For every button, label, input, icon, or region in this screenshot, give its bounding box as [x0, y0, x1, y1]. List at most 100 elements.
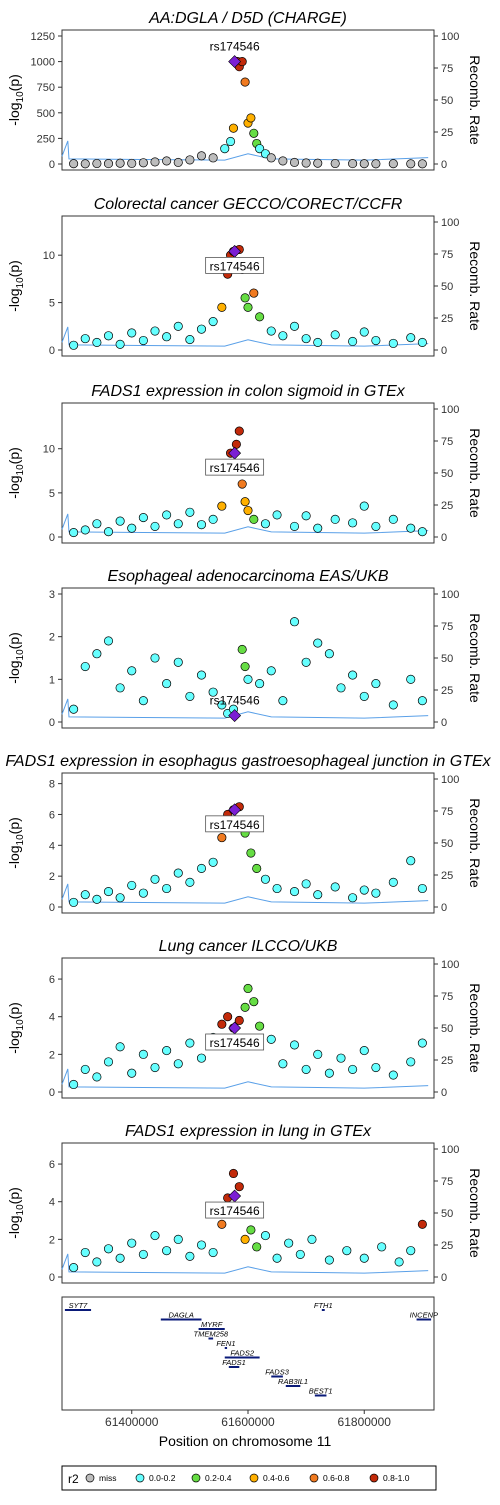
snp-point	[208, 317, 218, 327]
y-tick-label: 500	[37, 108, 55, 120]
snp-point	[388, 1070, 398, 1080]
snp-point	[240, 1002, 250, 1012]
gene-label: BEST1	[309, 1387, 333, 1396]
gene-label: FADS3	[265, 1368, 289, 1377]
snp-point	[266, 326, 276, 336]
snp-point	[348, 518, 358, 528]
snp-point	[127, 1238, 137, 1248]
snp-point	[255, 312, 265, 322]
legend-item-label: miss	[99, 1473, 116, 1483]
panel-2: Colorectal cancer GECCO/CORECT/CCFR 0 5 10 -…	[6, 196, 483, 357]
recomb-tick-label: 100	[441, 31, 459, 43]
snp-point	[260, 1231, 270, 1241]
x-tick-label: 61400000	[105, 1415, 159, 1429]
snp-point	[115, 1253, 125, 1263]
panel-4: Esophageal adenocarcinoma EAS/UKB 0 1 2 3 -lo…	[6, 568, 483, 729]
snp-point	[246, 848, 256, 858]
legend-swatch	[85, 1473, 95, 1483]
snp-point	[243, 302, 253, 312]
lead-snp-label: rs174546	[210, 259, 260, 273]
snp-point	[173, 868, 183, 878]
snp-point	[162, 883, 172, 894]
y-tick-label: 6	[49, 809, 55, 821]
snp-point	[92, 894, 102, 904]
snp-point	[217, 1019, 227, 1029]
panel-5: FADS1 expression in esophagus gastroesop…	[5, 753, 491, 914]
panel-title: Esophageal adenocarcinoma EAS/UKB	[107, 568, 388, 585]
snp-point	[150, 874, 160, 884]
y-tick-label: 10	[43, 250, 55, 262]
recomb-tick-label: 25	[441, 500, 453, 512]
snp-point	[196, 670, 207, 680]
panel-1: AA:DGLA / D5D (CHARGE)025050075010001250…	[6, 10, 483, 171]
y-tick-label: 0	[49, 902, 55, 914]
snp-point	[249, 514, 259, 524]
snp-point	[388, 159, 398, 169]
snp-point	[115, 158, 125, 168]
snp-point	[217, 1219, 227, 1229]
recomb-tick-label: 50	[441, 95, 453, 107]
snp-point	[80, 334, 90, 344]
snp-point	[330, 882, 340, 892]
snp-point	[196, 520, 207, 530]
snp-point	[162, 510, 172, 520]
snp-point	[115, 339, 125, 349]
snp-point	[246, 113, 256, 123]
y-axis-label: -log10(p)	[6, 74, 26, 126]
snp-point	[103, 887, 114, 897]
x-axis-title: Position on chromosome 11	[159, 1433, 332, 1449]
snp-point	[162, 156, 172, 166]
snp-point	[406, 1057, 416, 1067]
recomb-axis-label: Recomb. Rate	[467, 1168, 483, 1258]
y-tick-label: 4	[49, 1197, 55, 1209]
recomb-tick-label: 50	[441, 281, 453, 293]
snp-point	[92, 1072, 102, 1082]
lead-snp-label-box	[205, 1201, 265, 1219]
recomb-axis-label: Recomb. Rate	[467, 241, 483, 331]
recomb-rate-line	[61, 326, 429, 347]
legend-swatch	[369, 1473, 379, 1483]
snp-point	[127, 328, 137, 338]
gene-track: SYT7 FTH1INCENPDAGLAMYRFTMEM258FEN1FADS2F…	[61, 1296, 438, 1449]
recomb-rate-line	[61, 140, 429, 161]
snp-point	[417, 1038, 427, 1048]
snp-point	[406, 1246, 416, 1256]
snp-point	[289, 157, 300, 168]
snp-point	[289, 321, 300, 331]
snp-point	[80, 661, 90, 672]
legend-item-label: 0.0-0.2	[149, 1473, 176, 1483]
panel-title: AA:DGLA / D5D (CHARGE)	[148, 10, 347, 27]
snp-point	[313, 638, 323, 648]
y-tick-label: 8	[49, 779, 55, 791]
snp-point	[388, 514, 398, 524]
snp-point	[234, 1015, 244, 1026]
snp-point	[249, 997, 259, 1007]
y-tick-label: 6	[49, 1159, 55, 1171]
snp-point	[127, 1068, 137, 1078]
snp-point	[92, 337, 102, 347]
y-tick-label: 3	[49, 589, 55, 601]
snp-point	[417, 1219, 427, 1229]
snp-point	[103, 159, 114, 169]
snp-point	[301, 511, 311, 521]
lead-snp-label: rs174546	[210, 461, 260, 475]
snp-point	[417, 337, 427, 347]
snp-point	[162, 1246, 172, 1256]
snp-point	[388, 338, 398, 348]
snp-point	[217, 700, 227, 710]
snp-point	[80, 1064, 90, 1074]
snp-point	[272, 883, 282, 894]
snp-point	[278, 1059, 288, 1069]
snp-point	[406, 333, 416, 343]
recomb-tick-label: 25	[441, 313, 453, 325]
recomb-tick-label: 50	[441, 1023, 453, 1035]
snp-point	[417, 527, 427, 537]
snp-point	[243, 505, 253, 516]
snp-point	[255, 679, 265, 689]
legend-item-label: 0.8-1.0	[383, 1473, 410, 1483]
snp-point	[313, 523, 323, 533]
snp-point	[69, 704, 79, 714]
snp-point	[266, 1034, 276, 1044]
recomb-tick-label: 100	[441, 404, 459, 416]
snp-point	[252, 863, 262, 873]
